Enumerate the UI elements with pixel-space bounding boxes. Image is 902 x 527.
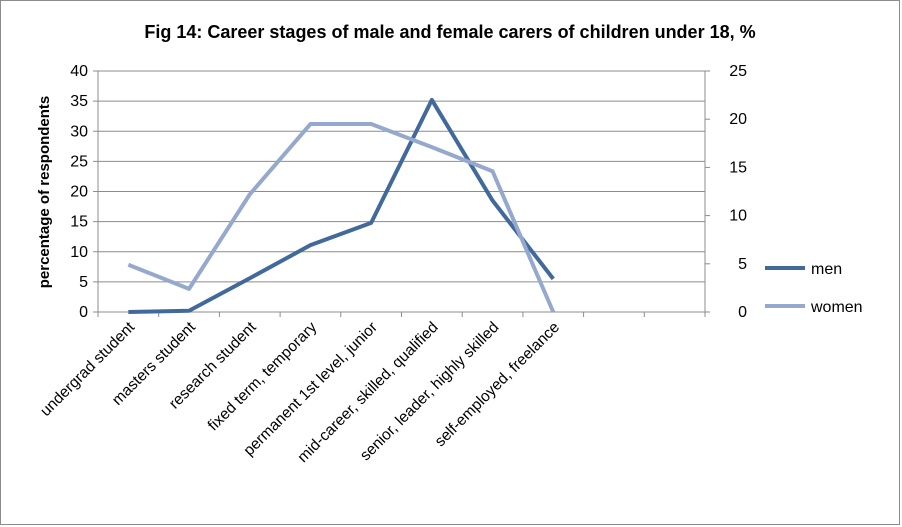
y-axis-label: percentage of respondents: [36, 96, 53, 289]
right-tick-label: 5: [738, 256, 747, 273]
left-axis-ticks: 0 5 10 15 20 25 30 35 40: [70, 63, 88, 321]
category-label: self-employed, freelance: [432, 319, 563, 450]
left-tick-label: 15: [70, 214, 88, 231]
left-tick-label: 30: [70, 123, 88, 140]
right-tick-label: 10: [729, 208, 747, 225]
series-lines: [127, 97, 556, 314]
right-tick-label: 0: [738, 304, 747, 321]
left-tick-label: 0: [79, 304, 88, 321]
left-tick-label: 10: [70, 244, 88, 261]
left-tick-label: 20: [70, 184, 88, 201]
legend-label-women: women: [810, 299, 863, 316]
series-line-women: [127, 122, 556, 313]
left-tick-label: 5: [79, 274, 88, 291]
left-tick-label: 40: [70, 63, 88, 80]
left-tick-label: 25: [70, 153, 88, 170]
legend: men women: [765, 261, 863, 316]
right-tick-label: 25: [729, 63, 747, 80]
right-tick-label: 20: [729, 111, 747, 128]
axes: [93, 70, 710, 317]
left-tick-label: 35: [70, 93, 88, 110]
right-tick-label: 15: [729, 159, 747, 176]
right-axis-ticks: 0 5 10 15 20 25: [729, 63, 747, 321]
series-line-men: [128, 97, 555, 314]
category-label: fixed term, temporary: [205, 319, 321, 435]
chart-title: Fig 14: Career stages of male and female…: [144, 22, 755, 42]
legend-label-men: men: [811, 261, 842, 278]
gridlines: [98, 70, 705, 283]
